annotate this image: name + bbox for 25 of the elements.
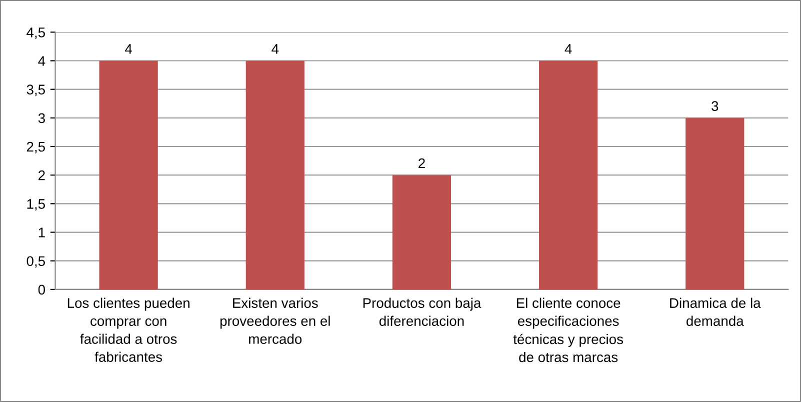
data-label: 4 [272,44,279,54]
bar [99,60,158,290]
y-tick-label: 3,5 [26,84,45,96]
y-tick-label: 0 [38,284,46,295]
x-tick-label: Los clientes pueden comprar con facilidad a otros fabricantes [68,298,190,362]
x-tick-label: El cliente conoce especificaciones técnicas y precios de otras marcas [513,298,624,362]
x-tick-label: Productos con baja diferenciacion [363,298,482,326]
bar [246,60,304,290]
y-tick-label: 4 [38,56,46,66]
y-tick-label: 3 [38,113,45,124]
y-tick-label: 1 [38,228,45,238]
x-tick-label: Dinamica de la demanda [670,298,761,326]
y-tick-label: 2,5 [26,142,45,154]
y-tick-label: 1,5 [27,199,45,210]
bar [392,175,452,290]
y-tick-label: 2 [38,170,45,180]
x-tick-label: Existen varios proveedores en el mercado [220,298,330,344]
data-label: 4 [564,44,572,54]
bar [686,118,744,290]
data-label: 2 [418,158,425,168]
y-tick-label: 0,5 [26,256,45,268]
bar [538,60,598,290]
data-label: 4 [125,44,132,54]
y-tick-label: 4,5 [26,28,45,39]
data-label: 3 [712,101,718,112]
